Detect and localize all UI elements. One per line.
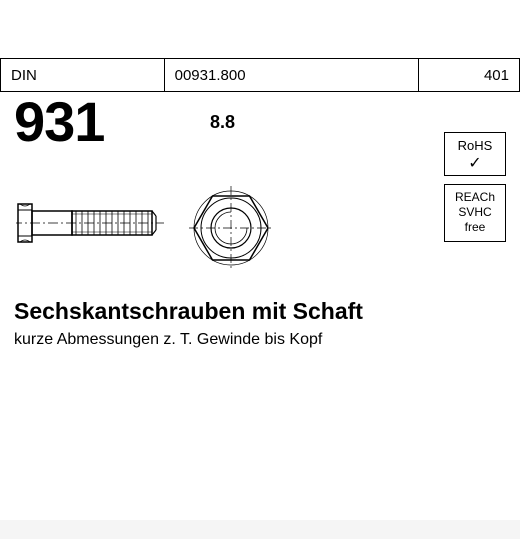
reach-line3: free <box>445 220 505 235</box>
reach-line1: REACh <box>445 190 505 205</box>
product-subtitle: kurze Abmessungen z. T. Gewinde bis Kopf <box>14 331 506 349</box>
header-table: DIN 00931.800 401 <box>0 58 520 92</box>
header-right-cell: 401 <box>419 59 520 92</box>
bottom-margin <box>0 349 520 539</box>
reach-badge: REACh SVHC free <box>444 184 506 242</box>
bolt-side-view-icon <box>16 198 166 263</box>
header-code-cell: 00931.800 <box>164 59 419 92</box>
hex-front-view-icon <box>189 186 279 275</box>
rohs-badge: RoHS ✓ <box>444 132 506 176</box>
check-icon: ✓ <box>445 154 505 174</box>
reach-line2: SVHC <box>445 205 505 220</box>
technical-sheet: DIN 00931.800 401 931 8.8 <box>0 0 520 520</box>
header-row: DIN 00931.800 401 <box>1 59 520 92</box>
product-title: Sechskantschrauben mit Schaft <box>14 298 506 325</box>
strength-grade: 8.8 <box>210 112 235 133</box>
title-block: Sechskantschrauben mit Schaft kurze Abme… <box>0 298 520 349</box>
top-margin <box>0 0 520 58</box>
standard-number: 931 <box>14 94 506 150</box>
technical-drawings <box>14 168 506 288</box>
header-din-cell: DIN <box>1 59 165 92</box>
main-area: 931 8.8 <box>0 94 520 288</box>
rohs-label: RoHS <box>445 138 505 154</box>
